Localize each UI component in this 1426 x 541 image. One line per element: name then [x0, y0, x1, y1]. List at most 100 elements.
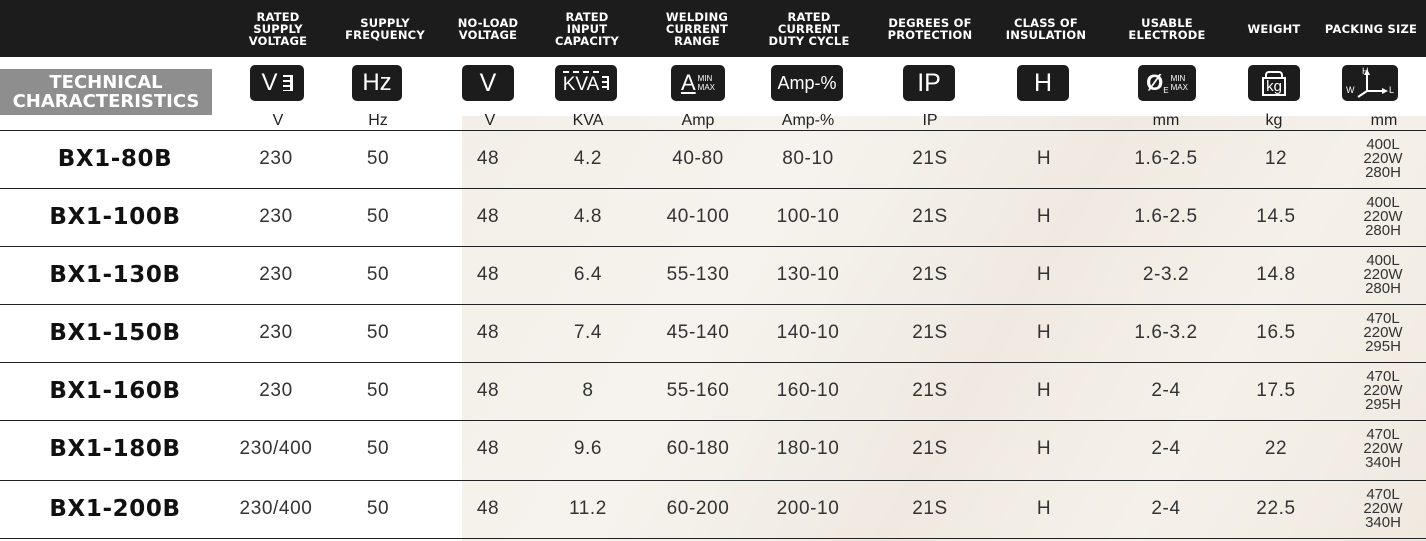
cell-model: BX1-80B — [57, 146, 173, 172]
cell-protection: 21S — [912, 380, 948, 401]
electrode-icon: Ø E MIN MAX — [1138, 65, 1196, 101]
packing-dimension: 295H — [1365, 396, 1401, 413]
cell-packing-size: 400L 220W 280H — [1340, 130, 1426, 188]
packing-dimension: 280H — [1365, 280, 1401, 297]
cell-frequency: 50 — [366, 438, 390, 459]
cell-supply-voltage: 230 — [259, 322, 293, 343]
cell-duty-cycle: 180-10 — [776, 438, 840, 459]
table-row: BX1-180B 230/400 50 48 9.6 60-180 180-10 21S H 2-… — [0, 420, 1426, 478]
header-packing-size: PACKING SIZE — [1324, 21, 1418, 36]
cell-duty-cycle: 100-10 — [776, 206, 840, 227]
row-divider — [0, 246, 1426, 247]
row-divider — [0, 538, 1426, 539]
packing-dimension: 470L — [1366, 368, 1400, 385]
header-class-of-insulation: CLASS OF INSULATION — [1005, 15, 1087, 42]
cell-model: BX1-150B — [49, 320, 181, 346]
cell-electrode: 1.6-2.5 — [1134, 206, 1198, 227]
cell-capacity: 11.2 — [569, 498, 607, 519]
cell-noload-voltage: 48 — [476, 438, 500, 459]
cell-weight: 16.5 — [1256, 322, 1296, 343]
weight-icon: kg — [1248, 65, 1300, 101]
cell-capacity: 8 — [582, 380, 594, 401]
frequency-icon: Hz — [352, 65, 402, 101]
duty-cycle-icon: Amp-% — [771, 65, 843, 101]
cell-noload-voltage: 48 — [476, 264, 500, 285]
packing-dimension: 400L — [1366, 136, 1400, 153]
cell-frequency: 50 — [366, 148, 390, 169]
cell-frequency: 50 — [366, 322, 390, 343]
row-divider — [0, 420, 1426, 421]
unit-capacity: KVA — [572, 112, 604, 129]
cell-current-range: 60-180 — [666, 438, 730, 459]
packing-dimension: 280H — [1365, 164, 1401, 181]
row-divider — [0, 480, 1426, 481]
header-weight: WEIGHT — [1247, 21, 1301, 36]
cell-electrode: 2-4 — [1151, 498, 1181, 519]
dimensions-axes-icon — [1357, 69, 1388, 98]
cell-capacity: 7.4 — [573, 322, 603, 343]
cell-electrode: 2-4 — [1151, 438, 1181, 459]
unit-duty-cycle: Amp-% — [781, 112, 835, 129]
cell-electrode: 1.6-3.2 — [1134, 322, 1198, 343]
cell-current-range: 45-140 — [666, 322, 730, 343]
packing-dimension: 220W — [1363, 382, 1403, 399]
cell-weight: 14.8 — [1256, 264, 1296, 285]
unit-insulation — [1006, 111, 1082, 131]
row-divider — [0, 362, 1426, 363]
cell-supply-voltage: 230 — [259, 264, 293, 285]
cell-duty-cycle: 140-10 — [776, 322, 840, 343]
cell-supply-voltage: 230 — [259, 206, 293, 227]
packing-dimension: 220W — [1363, 208, 1403, 225]
header-rated-input-capacity: RATED INPUT CAPACITY — [554, 9, 620, 48]
cell-frequency: 50 — [366, 206, 390, 227]
unit-frequency: Hz — [368, 112, 388, 129]
header-supply-frequency: SUPPLY FREQUENCY — [345, 15, 425, 42]
cell-weight: 12 — [1264, 148, 1288, 169]
header-no-load-voltage: NO-LOAD VOLTAGE — [457, 15, 519, 42]
cell-noload-voltage: 48 — [476, 380, 500, 401]
cell-packing-size: 400L 220W 280H — [1340, 246, 1426, 304]
unit-current-range: Amp — [681, 112, 715, 129]
cell-insulation: H — [1036, 498, 1052, 519]
cell-current-range: 40-100 — [666, 206, 730, 227]
cell-packing-size: 470L 220W 340H — [1340, 420, 1426, 478]
cell-noload-voltage: 48 — [476, 498, 500, 519]
cell-protection: 21S — [912, 148, 948, 169]
row-divider — [0, 130, 1426, 131]
cell-packing-size: 470L 220W 295H — [1340, 304, 1426, 362]
packing-dimension: 295H — [1365, 338, 1401, 355]
cell-noload-voltage: 48 — [476, 148, 500, 169]
cell-protection: 21S — [912, 438, 948, 459]
packing-dimension: 280H — [1365, 222, 1401, 239]
voltage-noload-icon: V — [462, 65, 514, 101]
header-rated-current-duty-cycle: RATED CURRENT DUTY CYCLE — [768, 9, 850, 48]
textured-data-background — [462, 116, 1426, 541]
packing-size-icon: H W L — [1342, 65, 1398, 101]
cell-electrode: 1.6-2.5 — [1134, 148, 1198, 169]
cell-supply-voltage: 230/400 — [239, 438, 313, 459]
cell-model: BX1-180B — [49, 436, 181, 462]
header-rated-supply-voltage: RATED SUPPLY VOLTAGE — [248, 9, 308, 48]
cell-weight: 22 — [1264, 438, 1288, 459]
packing-dimension: 220W — [1363, 324, 1403, 341]
cell-duty-cycle: 80-10 — [782, 148, 834, 169]
packing-dimension: 470L — [1366, 486, 1400, 503]
cell-current-range: 40-80 — [672, 148, 724, 169]
cell-packing-size: 470L 220W 295H — [1340, 362, 1426, 420]
cell-packing-size: 400L 220W 280H — [1340, 188, 1426, 246]
packing-dimension: 220W — [1363, 500, 1403, 517]
cell-protection: 21S — [912, 498, 948, 519]
packing-dimension: 400L — [1366, 252, 1400, 269]
cell-supply-voltage: 230 — [259, 148, 293, 169]
cell-protection: 21S — [912, 264, 948, 285]
cell-weight: 17.5 — [1256, 380, 1296, 401]
cell-noload-voltage: 48 — [476, 206, 500, 227]
row-divider — [0, 304, 1426, 305]
cell-duty-cycle: 200-10 — [776, 498, 840, 519]
technical-characteristics-label: TECHNICAL CHARACTERISTICS — [0, 69, 212, 115]
packing-dimension: 400L — [1366, 194, 1400, 211]
table-row: BX1-100B 230 50 48 4.8 40-100 100-10 21S H 1.6-2.… — [0, 188, 1426, 246]
cell-current-range: 55-130 — [666, 264, 730, 285]
cell-insulation: H — [1036, 380, 1052, 401]
table-row: BX1-130B 230 50 48 6.4 55-130 130-10 21S H 2-3.2 1… — [0, 246, 1426, 304]
